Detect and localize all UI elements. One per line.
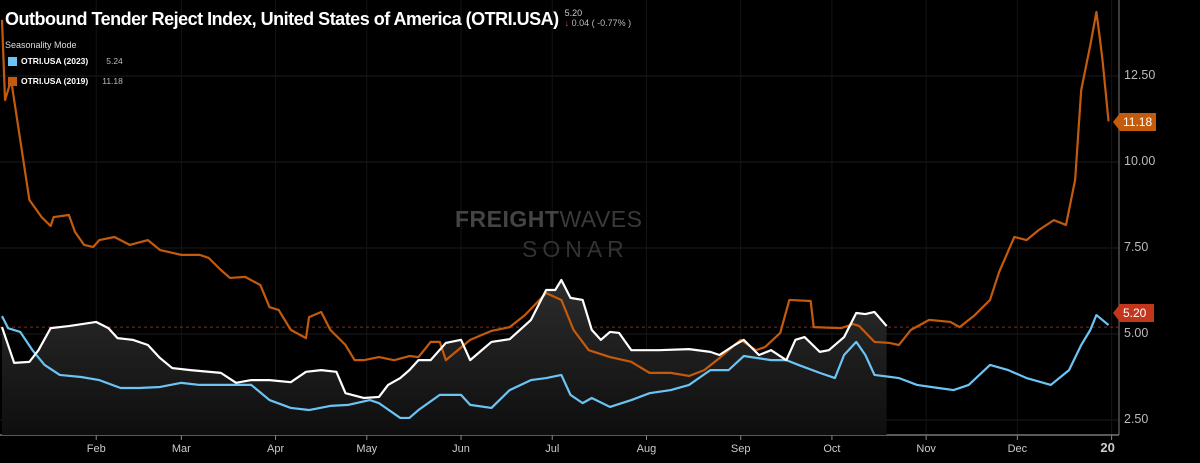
x-tick-label: Apr [267, 443, 285, 455]
x-tick-label: Aug [636, 443, 657, 455]
change-value: 0.04 ( -0.77% ) [571, 18, 632, 28]
watermark-freight: FREIGHT [455, 206, 560, 232]
y-tick-label: 12.50 [1124, 68, 1156, 82]
last-value: 5.20 [564, 8, 583, 18]
y-tick-label: 7.50 [1124, 240, 1149, 254]
x-tick-label: Dec [1007, 443, 1028, 455]
legend-swatch [8, 76, 17, 86]
badge-current-value: 5.20 [1112, 304, 1155, 322]
legend-value: 5.24 [106, 56, 123, 66]
x-tick-label: Mar [171, 443, 191, 455]
x-tick-label: Nov [916, 443, 936, 455]
y-tick-label: 2.50 [1124, 412, 1149, 426]
x-tick-label: Jul [545, 443, 560, 455]
seasonality-mode-label: Seasonality Mode [5, 40, 77, 50]
chart-title: Outbound Tender Reject Index, United Sta… [5, 9, 559, 29]
legend-item-2023[interactable]: OTRI.USA (2023) 5.24 [8, 56, 123, 66]
x-tick-label: Oct [823, 443, 841, 455]
badge-2019-value: 11.18 [1112, 113, 1157, 131]
legend-value: 11.18 [102, 76, 123, 86]
chart-header: Outbound Tender Reject Index, United Sta… [5, 8, 631, 30]
x-tick-label: Feb [86, 443, 106, 455]
series-line-current [0, 278, 888, 400]
y-tick-label: 5.00 [1124, 326, 1149, 340]
down-arrow-icon: ↓ [564, 18, 570, 28]
watermark-waves: WAVES [559, 206, 643, 232]
legend-swatch [8, 56, 17, 66]
x-tick-label: Sep [730, 443, 751, 455]
watermark-logo: FREIGHTWAVES [455, 206, 642, 232]
last-value-readout: 5.20 ↓ 0.04 ( -0.77% ) [565, 8, 632, 28]
legend-label: OTRI.USA (2019) [21, 76, 89, 86]
y-tick-label: 10.00 [1124, 154, 1156, 168]
legend-label: OTRI.USA (2023) [21, 56, 89, 66]
watermark-sonar: SONAR [522, 236, 629, 262]
legend-item-2019[interactable]: OTRI.USA (2019) 11.18 [8, 76, 123, 86]
x-tick-label: May [356, 443, 378, 455]
x-tick-label: Jun [452, 443, 470, 455]
series-line-2019 [0, 10, 1110, 378]
x-tick-label: 20 [1100, 440, 1115, 455]
series-line-2023 [1, 313, 1110, 420]
